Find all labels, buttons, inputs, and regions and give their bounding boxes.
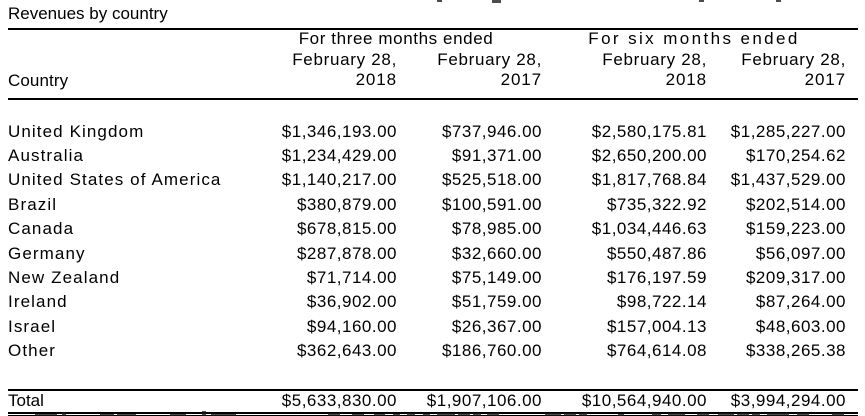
- value-cell: $764,614.08: [606, 341, 708, 361]
- value-cell: $1,285,227.00: [730, 121, 847, 141]
- value-cell: $2,580,175.81: [591, 121, 708, 141]
- value-cell: $202,514.00: [745, 194, 847, 214]
- country-cell: New Zealand: [8, 267, 121, 287]
- total-row: Total $5,633,830.00 $1,907,106.00 $10,56…: [8, 388, 859, 412]
- value-cell: $380,879.00: [296, 194, 397, 214]
- value-cell: $1,234,429.00: [281, 145, 397, 165]
- group-header-six-months: For six months ended: [588, 29, 800, 48]
- total-value-cell: $10,564,940.00: [542, 388, 708, 412]
- period-group-header-row: For three months ended For six months en…: [8, 29, 858, 48]
- table-row-germany: Germany $287,878.00 $32,660.00 $550,487.…: [8, 242, 858, 266]
- value-cell: $362,643.00: [296, 341, 397, 361]
- table-row-israel: Israel $94,160.00 $26,367.00 $157,004.13…: [8, 315, 858, 339]
- value-cell: $78,985.00: [451, 219, 543, 239]
- value-cell: $550,487.86: [606, 243, 708, 263]
- value-cell: $338,265.38: [745, 341, 847, 361]
- value-cell: $75,149.00: [451, 267, 543, 287]
- table-row-united-kingdom: United Kingdom $1,346,193.00 $737,946.00…: [8, 120, 858, 144]
- value-cell: $94,160.00: [306, 316, 397, 336]
- value-cell: $100,591.00: [441, 194, 543, 214]
- value-cell: $1,817,768.84: [591, 170, 708, 190]
- country-cell: Germany: [8, 243, 86, 263]
- country-cell: United Kingdom: [8, 121, 145, 141]
- column-header-3mo-2017: February 28, 2017: [397, 48, 543, 100]
- country-cell: Brazil: [8, 194, 58, 214]
- country-cell: Israel: [8, 316, 57, 336]
- country-cell: Australia: [8, 145, 85, 165]
- empty-header-cell: [8, 29, 250, 48]
- value-cell: $87,264.00: [755, 292, 847, 312]
- value-cell: $26,367.00: [451, 316, 543, 336]
- clipped-text-bottom: [0, 411, 865, 416]
- value-cell: $91,371.00: [451, 145, 543, 165]
- value-cell: $159,223.00: [745, 219, 847, 239]
- column-header-row: Country February 28, 2018 February 28, 2…: [8, 48, 859, 100]
- value-cell: $176,197.59: [606, 267, 708, 287]
- value-cell: $51,759.00: [451, 292, 543, 312]
- value-cell: $209,317.00: [745, 267, 847, 287]
- value-cell: $157,004.13: [606, 316, 708, 336]
- value-cell: $71,714.00: [306, 267, 397, 287]
- value-cell: $36,902.00: [306, 292, 397, 312]
- table-row-other: Other $362,643.00 $186,760.00 $764,614.0…: [8, 339, 858, 363]
- value-cell: $525,518.00: [441, 170, 543, 190]
- country-column-header: Country: [8, 48, 250, 100]
- country-cell: Ireland: [8, 292, 68, 312]
- column-header-3mo-2018: February 28, 2018: [250, 48, 397, 100]
- value-cell: $186,760.00: [441, 341, 543, 361]
- country-cell: Other: [8, 341, 57, 361]
- value-cell: $1,034,446.63: [591, 219, 708, 239]
- value-cell: $735,322.92: [606, 194, 708, 214]
- group-header-three-months: For three months ended: [298, 29, 494, 48]
- value-cell: $170,254.62: [745, 145, 847, 165]
- value-cell: $737,946.00: [441, 121, 543, 141]
- revenues-by-country-table: For three months ended For six months en…: [8, 28, 859, 412]
- table-row-ireland: Ireland $36,902.00 $51,759.00 $98,722.14…: [8, 290, 858, 314]
- column-header-6mo-2017: February 28, 2017: [707, 48, 859, 100]
- section-title: Revenues by country: [8, 4, 168, 23]
- value-cell: $48,603.00: [755, 316, 847, 336]
- total-value-cell: $3,994,294.00: [707, 388, 859, 412]
- country-cell: Canada: [8, 219, 75, 239]
- table-row-australia: Australia $1,234,429.00 $91,371.00 $2,65…: [8, 144, 858, 168]
- spacer-row: [8, 364, 858, 390]
- total-value-cell: $1,907,106.00: [397, 388, 543, 412]
- table-row-canada: Canada $678,815.00 $78,985.00 $1,034,446…: [8, 217, 858, 241]
- value-cell: $1,346,193.00: [281, 121, 397, 141]
- value-cell: $32,660.00: [451, 243, 543, 263]
- value-cell: $1,437,529.00: [730, 170, 847, 190]
- value-cell: $56,097.00: [755, 243, 847, 263]
- value-cell: $2,650,200.00: [591, 145, 708, 165]
- value-cell: $98,722.14: [616, 292, 708, 312]
- column-header-6mo-2018: February 28, 2018: [542, 48, 708, 100]
- country-cell: United States of America: [8, 170, 222, 190]
- value-cell: $1,140,217.00: [281, 170, 397, 190]
- value-cell: $678,815.00: [296, 219, 397, 239]
- total-label: Total: [8, 388, 250, 412]
- clipped-text-top: [0, 0, 865, 4]
- spacer-row: [8, 99, 858, 120]
- table-row-united-states: United States of America $1,140,217.00 $…: [8, 168, 858, 192]
- total-value-cell: $5,633,830.00: [250, 388, 397, 412]
- table-row-brazil: Brazil $380,879.00 $100,591.00 $735,322.…: [8, 193, 858, 217]
- table-row-new-zealand: New Zealand $71,714.00 $75,149.00 $176,1…: [8, 266, 858, 290]
- value-cell: $287,878.00: [296, 243, 397, 263]
